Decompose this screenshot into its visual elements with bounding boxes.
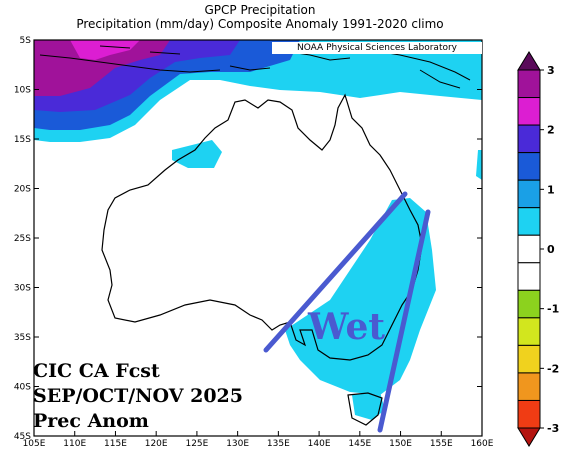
colorbar-label: 2 [547,124,555,137]
lon-tick-label: 155E [430,439,453,449]
title-line-2: Precipitation (mm/day) Composite Anomaly… [76,17,444,31]
colorbar-segment [517,152,541,181]
lon-tick-label: 105E [23,439,46,449]
wet-boundary-line-west [263,191,408,353]
colorbar-segment [517,97,541,126]
colorbar-segment [517,124,541,154]
colorbar-label: 0 [547,243,555,256]
indonesia-coastline [39,45,471,89]
colorbar-segment [517,399,541,429]
title-line-1: GPCP Precipitation [204,3,316,17]
colorbar-segment [517,262,541,291]
colorbar-segment [517,179,541,209]
lon-tick-label: 145E [348,439,371,449]
lon-tick-label: 140E [308,439,331,449]
lon-tick-label: 125E [185,439,208,449]
colorbar-segment [517,69,541,99]
lat-tick-label: 15S [14,135,31,145]
colorbar-segment [517,289,541,319]
colorbar-bottom-tip [517,427,541,447]
wet-boundary-line-east [377,209,431,433]
colorbar-label: -3 [547,422,559,435]
credit-label: NOAA Physical Sciences Laboratory [272,42,482,54]
lat-tick-label: 35S [14,333,31,343]
colorbar-segment [517,344,541,374]
colorbar-label: 3 [547,64,555,77]
lon-tick-label: 110E [63,439,86,449]
tasmania-coastline [347,392,383,426]
annotation-line-3: Prec Anom [33,410,149,432]
lat-tick-label: 20S [14,185,31,195]
colorbar-segment [517,317,541,346]
lon-tick-label: 120E [145,439,168,449]
annotation-line-1: CIC CA Fcst [33,360,160,382]
lon-tick-label: 130E [226,439,249,449]
lat-tick-label: 45S [14,432,31,442]
lat-tick-label: 40S [14,383,31,393]
lon-tick-label: 135E [267,439,290,449]
lon-tick-label: 150E [389,439,412,449]
annotation-line-2: SEP/OCT/NOV 2025 [33,385,244,407]
lat-tick-label: 10S [14,86,31,96]
australia-coastline [101,93,423,361]
wet-label: Wet [308,306,386,348]
longitude-axis: 105E 110E 115E 120E 125E 130E 135E 140E 145E 150E… [23,431,494,449]
lat-tick-label: 30S [14,284,31,294]
latitude-axis: 5S 10S 15S 20S 25S 30S 35S 40S 45S [14,36,482,442]
colorbar-label: -1 [547,303,559,316]
colorbar-segment [517,207,541,236]
colorbar-segment [517,372,541,401]
lon-tick-label: 115E [104,439,127,449]
colorbar-segment [517,234,541,264]
colorbar: 3 2 1 0 -1 -2 -3 [517,51,559,447]
lat-tick-label: 5S [20,36,32,46]
colorbar-label: 1 [547,183,555,196]
lat-tick-label: 25S [14,234,31,244]
colorbar-label: -2 [547,362,559,375]
colorbar-top-tip [517,51,541,71]
lon-tick-label: 160E [471,439,494,449]
